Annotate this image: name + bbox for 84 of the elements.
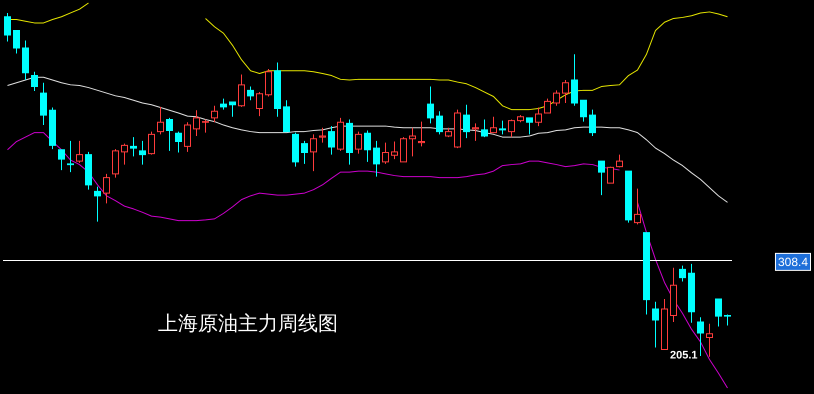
candlestick [697,316,704,357]
candlestick [238,74,245,108]
candlestick [463,104,470,139]
candlestick [634,188,641,225]
candlestick [688,263,695,324]
candlestick [49,107,56,150]
candlestick [670,267,677,322]
candlestick [517,114,524,123]
candlestick [364,130,371,162]
candlestick [373,140,380,178]
candlestick [301,140,308,164]
candlestick [58,149,65,171]
candlestick [130,136,137,157]
candlestick [265,68,272,97]
candlestick [427,86,434,124]
candlestick [535,107,542,127]
candlestick [4,12,11,42]
candlestick [292,132,299,168]
candlestick [454,109,461,149]
candlestick [553,90,560,106]
candlestick [355,131,362,154]
candlestick [310,134,317,172]
candlestick [112,148,119,178]
candlestick [247,86,254,101]
candlestick [148,131,155,156]
candlestick [202,119,209,134]
candlestick [103,173,110,204]
candlestick [436,110,443,135]
candlestick [211,105,218,123]
candlestick [319,127,326,144]
candlestick [562,80,569,104]
candlestick [616,154,623,168]
candlestick [499,120,506,135]
candlestick [472,122,479,142]
candlestick [139,140,146,166]
candlestick [724,314,731,326]
candlestick [256,92,263,117]
candlestick [166,117,173,152]
candlestick [409,127,416,157]
candlestick [526,117,533,135]
candlestick [508,119,515,138]
candlestick [490,116,497,134]
candlestick [220,98,227,110]
candlestick [346,119,353,166]
candlestick [13,30,20,54]
candlestick [589,109,596,137]
candlestick [184,122,191,152]
candlestick [274,62,281,118]
candlestick [679,265,686,282]
candlestick [643,232,650,315]
candlestick [283,100,290,132]
candlestick [544,98,551,114]
candlestick [193,110,200,137]
candlestick [337,117,344,152]
candlestick [661,298,668,350]
candlestick [67,140,74,173]
candlestick [175,131,182,154]
annotation: 205.1 [670,350,698,362]
candlestick [607,166,614,184]
candlestick [598,160,605,196]
candlestick [625,170,632,224]
candlestick [40,82,47,126]
candlestick [418,121,425,147]
candlestick [85,151,92,190]
candlestick [31,71,38,92]
candlestick [328,126,335,156]
candlestick [715,298,722,327]
candlestick [706,323,713,358]
candlestick [571,54,578,106]
text: 308.4 [778,254,808,269]
candlestick [391,141,398,160]
candlestick [121,143,128,166]
candlestick [229,102,236,118]
text: 上海原油主力周线图 [158,311,338,335]
candlestick [76,140,83,164]
candlestick [481,119,488,138]
candlestick [445,127,452,138]
candlestick [22,40,29,80]
candlestick [580,100,587,122]
candlestick [157,106,164,135]
candlestick [382,142,389,164]
candlestick [400,136,407,162]
candlestick [94,186,101,222]
candlestick [652,301,659,348]
